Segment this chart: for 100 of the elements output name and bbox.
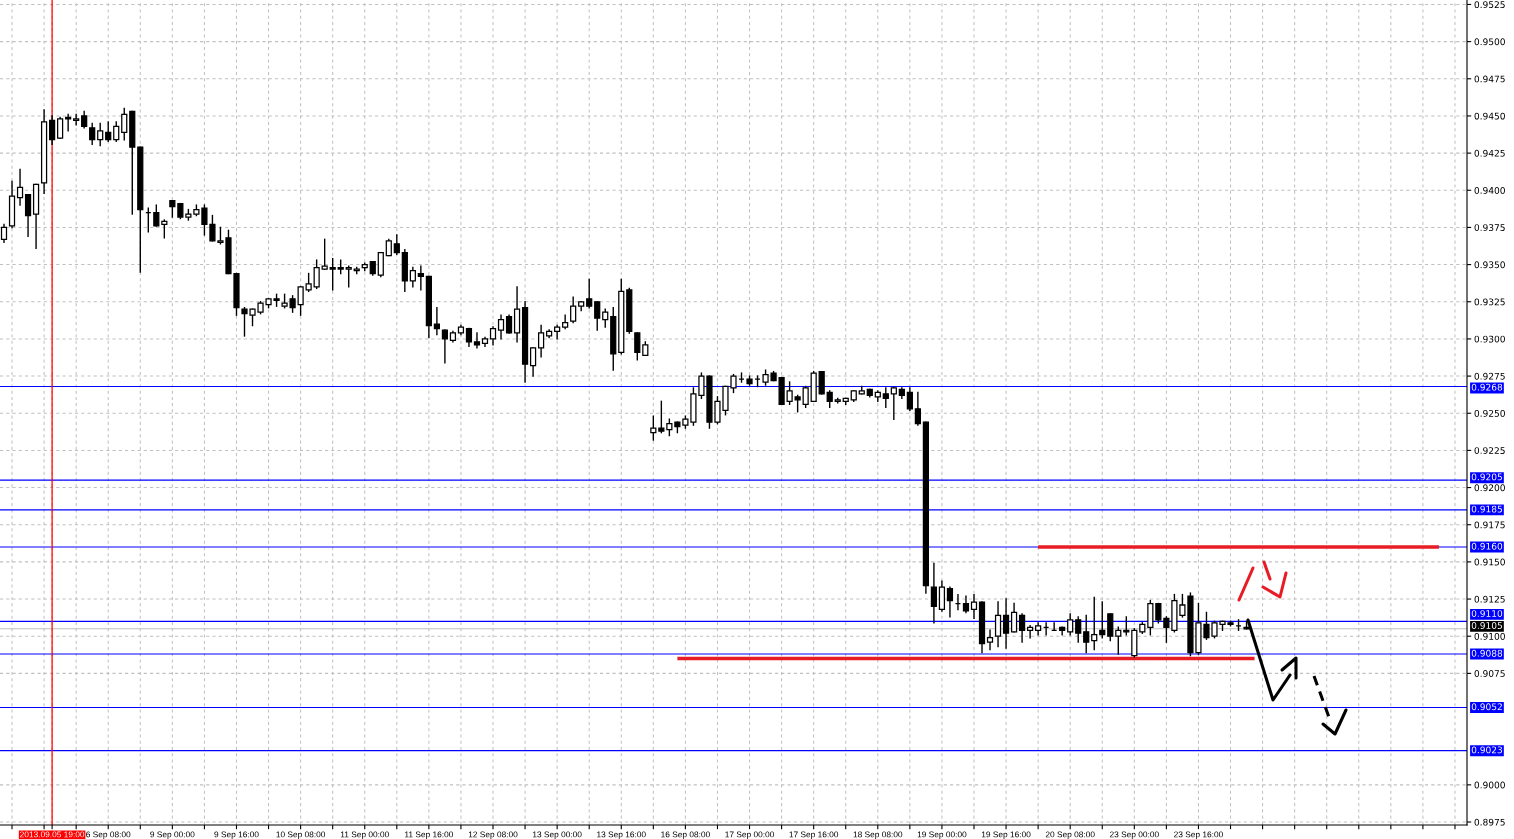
candlestick: [1107, 613, 1114, 642]
x-tick-label: 23 Sep 00:00: [1109, 831, 1159, 839]
ref-line-label: 0.9110: [1471, 610, 1503, 617]
x-tick-label: 10 Sep 08:00: [276, 831, 326, 839]
candlestick: [153, 204, 160, 227]
x-tick-label: 9 Sep 16:00: [214, 831, 259, 839]
candlestick: [121, 107, 128, 141]
candlestick: [930, 562, 938, 624]
candlestick: [1083, 614, 1090, 654]
y-tick-label: 0.9350: [1474, 261, 1505, 269]
candlestick: [802, 385, 809, 408]
candlestick: [906, 387, 913, 411]
y-tick-label: 0.9450: [1474, 112, 1505, 120]
x-tick-label: 17 Sep 00:00: [725, 831, 774, 839]
candlestick: [377, 252, 384, 278]
candlestick: [1002, 598, 1010, 649]
candlestick: [473, 332, 481, 349]
ref-line-label: 0.9105: [1471, 622, 1502, 629]
candlestick: [1026, 625, 1034, 639]
x-tick-label: 19 Sep 16:00: [981, 831, 1031, 839]
candlestick: [16, 168, 24, 206]
x-tick-label: 13 Sep 00:00: [532, 831, 582, 839]
candlestick: [554, 324, 561, 340]
candlestick: [113, 121, 120, 142]
y-tick-label: 0.9525: [1474, 1, 1505, 9]
x-tick-label: 16 Sep 08:00: [661, 831, 710, 839]
y-tick-label: 0.9250: [1474, 409, 1505, 417]
y-tick-label: 0.9500: [1474, 38, 1505, 46]
candlestick: [393, 234, 400, 255]
candlestick: [329, 257, 336, 291]
candlestick: [970, 593, 978, 620]
x-tick-label: 23 Sep 16:00: [1174, 831, 1223, 839]
candlestick: [562, 314, 569, 330]
candlestick: [650, 415, 657, 441]
candlestick: [946, 586, 954, 618]
candlestick: [497, 314, 505, 340]
candlestick: [1147, 599, 1154, 636]
x-tick-label: 6 Sep 08:00: [86, 831, 131, 839]
ref-line-label: 0.9023: [1471, 746, 1503, 754]
candlestick: [1067, 613, 1074, 636]
ref-line-label: 0.9185: [1471, 505, 1502, 513]
candlestick: [586, 278, 593, 309]
candlestick: [321, 238, 328, 270]
candlestick: [24, 194, 32, 238]
ref-line-label: 0.9205: [1471, 473, 1502, 481]
candlestick: [986, 629, 994, 651]
y-tick-label: 0.9325: [1474, 298, 1505, 306]
candlestick: [634, 332, 641, 361]
y-tick-label: 0.9425: [1474, 149, 1505, 157]
candlestick: [529, 347, 537, 377]
x-tick-label: 12 Sep 08:00: [468, 831, 518, 839]
candlestick: [417, 265, 424, 291]
candlestick: [65, 113, 72, 132]
y-tick-label: 0.9225: [1474, 447, 1505, 454]
candlestick: [1010, 602, 1018, 633]
ref-line-label: 0.9268: [1471, 383, 1503, 391]
y-tick-label: 0.9275: [1474, 372, 1505, 380]
candlestick: [890, 387, 897, 420]
candlestick: [105, 121, 112, 142]
x-tick-label: 11 Sep 00:00: [340, 831, 389, 839]
y-tick-label: 0.9100: [1474, 632, 1505, 640]
x-tick-label: 13 Sep 16:00: [597, 831, 646, 839]
candlestick: [48, 115, 56, 145]
candlestick: [1091, 596, 1098, 651]
candlestick: [1018, 613, 1026, 643]
candlestick: [570, 296, 577, 324]
candlestick: [409, 266, 416, 288]
y-tick-label: 0.9150: [1474, 558, 1505, 566]
y-tick-label: 0.9400: [1474, 187, 1505, 194]
candlestick: [1115, 626, 1122, 655]
candlestick: [89, 122, 96, 145]
candlestick: [914, 391, 921, 426]
x-tick-label: 17 Sep 16:00: [789, 831, 839, 839]
x-tick-label: 20 Sep 08:00: [1045, 831, 1095, 839]
x-tick-label: 19 Sep 00:00: [917, 831, 967, 839]
y-tick-label: 0.9125: [1474, 595, 1505, 603]
y-tick-label: 0.9175: [1474, 521, 1505, 529]
x-tick-label: 2013.09.05 19:00: [20, 831, 85, 838]
candlestick: [433, 307, 441, 336]
candlestick: [513, 286, 521, 343]
y-tick-label: 0.8975: [1474, 818, 1505, 826]
y-tick-label: 0.9075: [1474, 670, 1505, 677]
x-tick-label: 9 Sep 00:00: [150, 831, 195, 839]
x-tick-label: 11 Sep 16:00: [405, 831, 454, 839]
ref-line-label: 0.9160: [1471, 542, 1503, 550]
candlestick: [537, 324, 545, 358]
candlestick: [994, 601, 1002, 648]
ref-line-label: 0.9088: [1471, 649, 1503, 657]
candlestick: [1075, 616, 1082, 643]
ref-line-label: 0.9052: [1471, 703, 1502, 711]
y-tick-label: 0.9200: [1474, 484, 1505, 492]
candlestick: [313, 259, 320, 290]
candlestick: [938, 580, 946, 612]
candlestick: [73, 113, 80, 126]
candlestick: [882, 387, 889, 408]
y-tick-label: 0.9300: [1474, 335, 1505, 343]
candlestick: [818, 370, 825, 395]
candlestick: [57, 116, 64, 139]
candlestick: [97, 122, 104, 147]
y-tick-label: 0.9000: [1474, 781, 1505, 789]
